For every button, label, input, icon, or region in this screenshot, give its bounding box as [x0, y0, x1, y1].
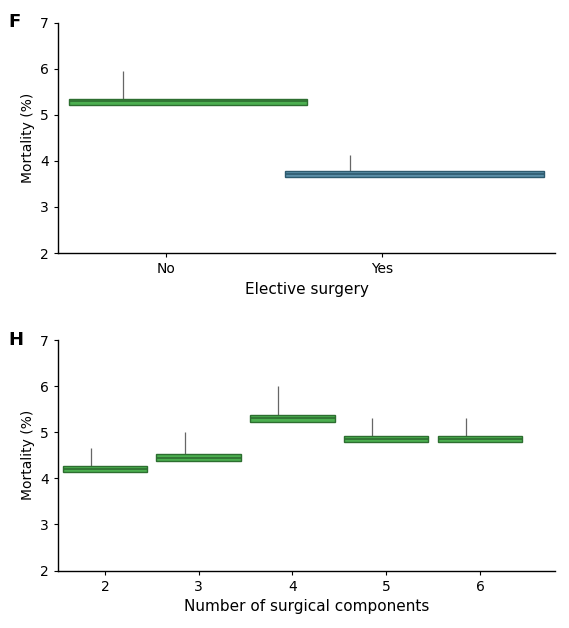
Y-axis label: Mortality (%): Mortality (%): [20, 93, 35, 183]
Bar: [250, 415, 335, 422]
Text: H: H: [9, 331, 23, 349]
X-axis label: Number of surgical components: Number of surgical components: [184, 599, 429, 614]
X-axis label: Elective surgery: Elective surgery: [245, 281, 369, 296]
Text: F: F: [9, 13, 20, 31]
Y-axis label: Mortality (%): Mortality (%): [20, 410, 35, 501]
Bar: [69, 99, 307, 105]
Bar: [63, 466, 147, 472]
Bar: [156, 455, 241, 461]
Bar: [438, 436, 522, 443]
Bar: [344, 436, 428, 443]
Bar: [285, 171, 545, 177]
